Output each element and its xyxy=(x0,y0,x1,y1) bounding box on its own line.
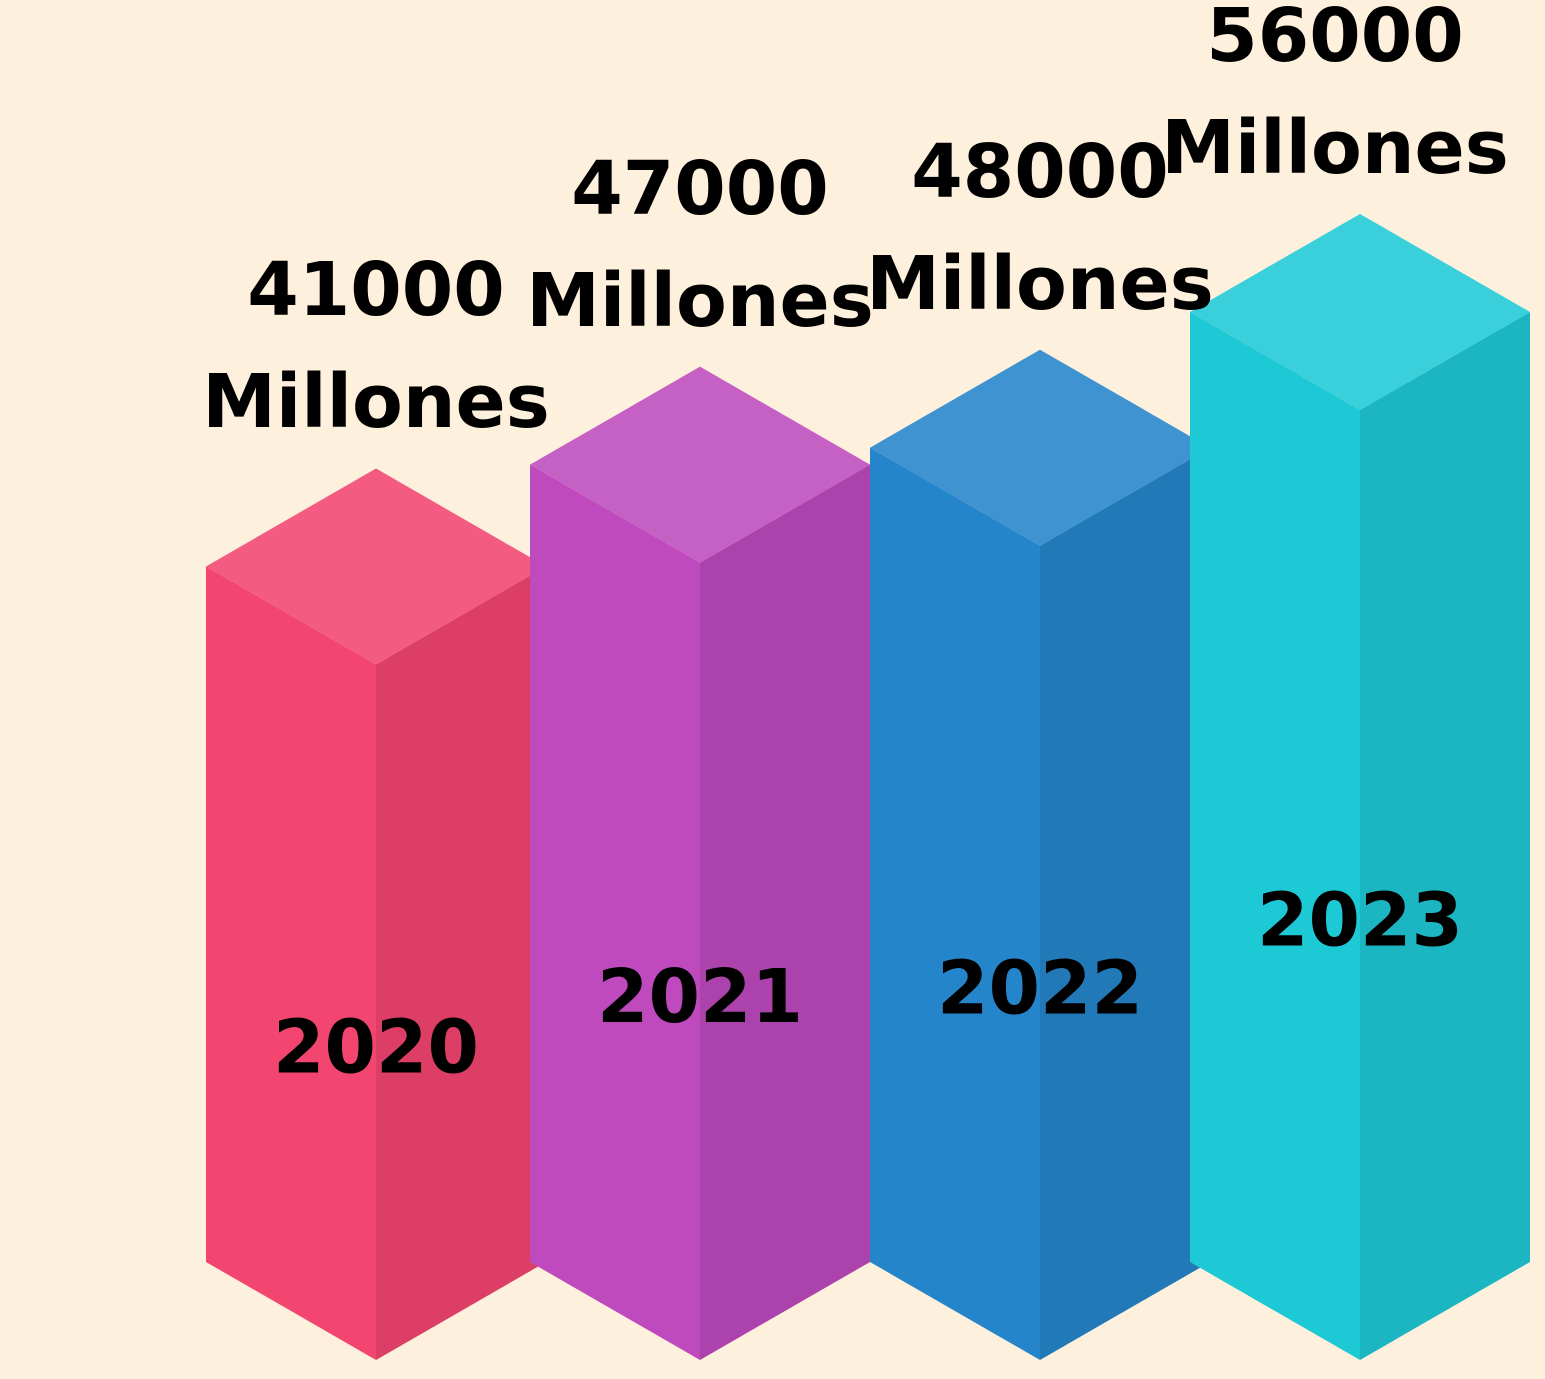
bar-top-face xyxy=(1190,214,1530,410)
bar-top-light xyxy=(530,366,870,563)
category-label: 2020 xyxy=(273,1005,479,1091)
bar-left-face xyxy=(530,464,700,1360)
bar-left-face xyxy=(206,566,376,1360)
bar-right-shade xyxy=(1040,447,1210,1360)
bar-top-light xyxy=(206,468,546,665)
category-label: 2021 xyxy=(597,954,803,1040)
bar-top-face xyxy=(530,366,870,563)
value-label: 56000 Millones xyxy=(1161,0,1509,191)
bar-left-face xyxy=(870,447,1040,1360)
bar xyxy=(1190,214,1530,1360)
bar-right-shade xyxy=(1360,312,1530,1360)
value-label: 47000 Millones xyxy=(526,145,874,344)
value-label: 48000 Millones xyxy=(866,128,1214,327)
bar-left-face xyxy=(1190,312,1360,1360)
bar-top-light xyxy=(870,349,1210,546)
bar-right-face xyxy=(1360,312,1530,1360)
bar-right-face xyxy=(700,464,870,1360)
bar-right-shade xyxy=(376,566,546,1360)
bar xyxy=(530,366,870,1360)
bar-top-face xyxy=(870,349,1210,546)
bar-right-face xyxy=(376,566,546,1360)
category-label: 2023 xyxy=(1257,878,1463,964)
bar xyxy=(206,468,546,1360)
bar-top-light xyxy=(1190,214,1530,410)
bar-right-face xyxy=(1040,447,1210,1360)
value-label: 41000 Millones xyxy=(202,247,550,446)
bar-top-face xyxy=(206,468,546,665)
category-label: 2022 xyxy=(937,945,1143,1031)
bar-right-shade xyxy=(700,464,870,1360)
bar xyxy=(870,349,1210,1360)
